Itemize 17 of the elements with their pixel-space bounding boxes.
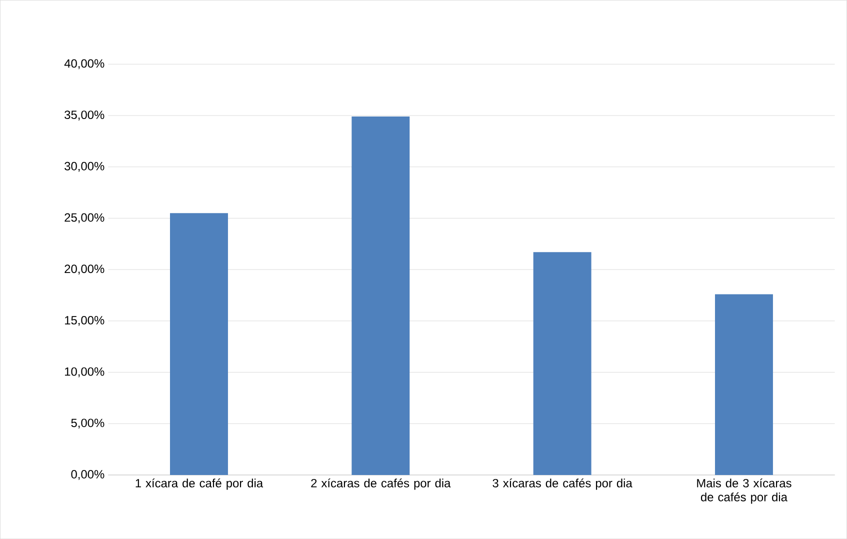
y-tick-label: 40,00% (64, 59, 104, 70)
y-tick-label: 25,00% (64, 213, 104, 224)
y-tick-label: 15,00% (65, 316, 104, 326)
y-tick-label: 5,00% (71, 418, 104, 428)
y-tick-label: 30,00% (64, 162, 104, 172)
x-tick-label: 1 xícara de café por dia (136, 478, 264, 490)
bar (533, 252, 592, 475)
y-tick-label: 35,00% (64, 110, 104, 120)
bar (352, 116, 410, 475)
bar (714, 294, 773, 475)
y-tick-label: 10,00% (65, 367, 104, 378)
bar (170, 213, 228, 475)
x-tick-label: Mais de 3 xícaras de cafés por dia (697, 478, 792, 504)
x-tick-label: 3 xícaras de cafés por dia (492, 478, 632, 490)
x-tick-label: 2 xícaras de cafés por dia (311, 478, 451, 490)
y-tick-label: 20,00% (64, 264, 104, 274)
y-tick-label: 0,00% (71, 470, 104, 480)
